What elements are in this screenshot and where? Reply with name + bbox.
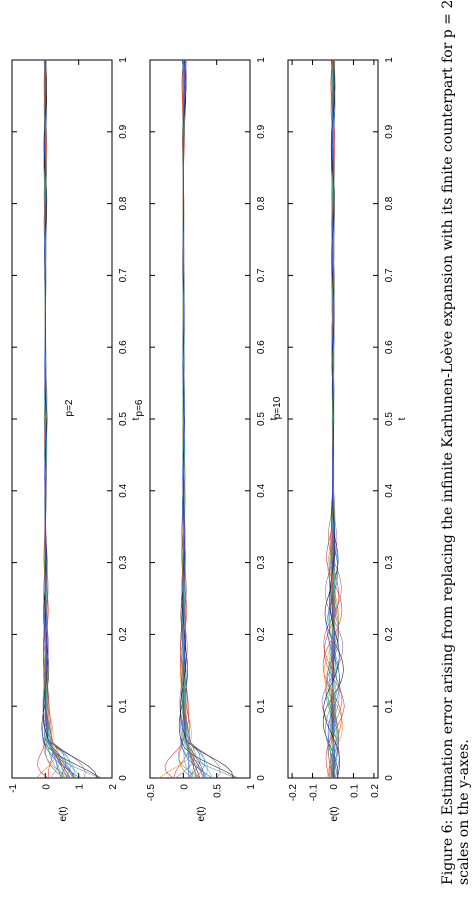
series-line bbox=[173, 59, 190, 779]
y-tick-label: 0.1 bbox=[349, 784, 360, 798]
plot-frame bbox=[11, 59, 113, 779]
series-line bbox=[44, 59, 74, 779]
y-tick-label: 1 bbox=[246, 784, 257, 790]
x-tick-label: 1 bbox=[118, 57, 129, 63]
y-axis-label: e(t) bbox=[196, 807, 207, 822]
figure-panels: 00.10.20.30.40.50.60.70.80.91210-1e(t)tp… bbox=[8, 57, 408, 822]
figure-caption: Figure 6: Estimation error arising from … bbox=[440, 0, 472, 885]
panel-title: p=10 bbox=[272, 396, 283, 419]
panel-p=6: 0 0.1 0.2 0.3 0.4 0.5 0.6 0.7 0.8 0.9 1 1 0.5 0 -0.5 e(… bbox=[134, 57, 280, 822]
x-tick-label: 0.7 bbox=[118, 268, 129, 282]
series-line bbox=[44, 60, 68, 779]
x-tick-label: 0.7 bbox=[256, 268, 267, 282]
y-tick-label: -0.2 bbox=[288, 784, 299, 802]
y-axis-label: e(t) bbox=[58, 807, 69, 822]
x-axis-label: t bbox=[131, 417, 142, 420]
y-axis-label: e(t) bbox=[329, 807, 340, 822]
y-tick-label: -0.5 bbox=[146, 784, 157, 802]
x-tick-label: 0.2 bbox=[118, 627, 129, 641]
series-line bbox=[43, 59, 72, 779]
y-tick-label: 1 bbox=[75, 784, 86, 790]
series-line bbox=[158, 59, 194, 779]
series-line bbox=[42, 59, 101, 779]
panel-title: p=2 bbox=[64, 399, 75, 416]
x-tick-label: 0.1 bbox=[118, 699, 129, 713]
x-tick-label: 0.9 bbox=[256, 124, 267, 138]
x-tick-label: 1 bbox=[256, 57, 267, 63]
x-tick-label: 0.5 bbox=[118, 412, 129, 426]
series-line bbox=[43, 59, 71, 779]
x-tick-label: 0.6 bbox=[256, 340, 267, 354]
series-line bbox=[44, 59, 65, 779]
series-line bbox=[41, 59, 102, 779]
x-tick-label: 0.5 bbox=[256, 412, 267, 426]
series-line bbox=[43, 60, 81, 779]
x-tick-label: 0.1 bbox=[384, 699, 395, 713]
y-tick-label: 2 bbox=[108, 784, 119, 790]
series-line bbox=[179, 59, 237, 779]
x-tick-label: 0.1 bbox=[256, 699, 267, 713]
x-tick-label: 0.6 bbox=[384, 340, 395, 354]
x-tick-label: 0.5 bbox=[384, 412, 395, 426]
series-line bbox=[43, 59, 61, 779]
x-tick-label: 0 bbox=[118, 775, 129, 781]
series-line bbox=[44, 59, 74, 779]
x-tick-label: 0.9 bbox=[118, 124, 129, 138]
x-axis-label: t bbox=[397, 417, 408, 420]
panel-p=2: 00.10.20.30.40.50.60.70.80.91210-1e(t)tp… bbox=[8, 57, 142, 822]
series-line bbox=[182, 60, 208, 779]
x-tick-label: 0 bbox=[256, 775, 267, 781]
series-line bbox=[328, 59, 339, 779]
x-tick-label: 1 bbox=[384, 57, 395, 63]
series-line bbox=[178, 59, 238, 779]
series-line bbox=[42, 59, 86, 779]
series-line bbox=[44, 59, 82, 779]
series-line bbox=[182, 60, 205, 779]
x-tick-label: 0.6 bbox=[118, 340, 129, 354]
series-line bbox=[329, 59, 337, 779]
x-tick-label: 0.8 bbox=[118, 196, 129, 210]
y-tick-label: 0.5 bbox=[213, 784, 224, 798]
x-tick-label: 0.4 bbox=[256, 483, 267, 497]
y-tick-label: 0 bbox=[179, 784, 190, 790]
panel-title: p=6 bbox=[134, 399, 145, 416]
x-tick-label: 0.8 bbox=[384, 196, 395, 210]
x-tick-label: 0 bbox=[384, 775, 395, 781]
series-line bbox=[179, 59, 233, 779]
x-tick-label: 0.9 bbox=[384, 124, 395, 138]
y-tick-label: -0.1 bbox=[309, 784, 320, 802]
y-tick-label: 0 bbox=[329, 784, 340, 790]
x-tick-label: 0.4 bbox=[118, 483, 129, 497]
x-tick-label: 0.8 bbox=[256, 196, 267, 210]
x-tick-label: 0.2 bbox=[256, 627, 267, 641]
y-tick-label: 0 bbox=[41, 784, 52, 790]
x-tick-label: 0.4 bbox=[384, 483, 395, 497]
y-tick-label: 0.2 bbox=[370, 784, 381, 798]
x-tick-label: 0.3 bbox=[256, 555, 267, 569]
x-tick-label: 0.7 bbox=[384, 268, 395, 282]
caption-line-2: scales on the y-axes. bbox=[456, 739, 472, 885]
x-tick-label: 0.3 bbox=[384, 555, 395, 569]
panel-p=10: 0 0.1 0.2 0.3 0.4 0.5 0.6 0.7 0.8 0.9 1 0.2 0.1 0 -0.1… bbox=[272, 57, 408, 822]
series-line bbox=[44, 60, 75, 779]
caption-line-1: Figure 6: Estimation error arising from … bbox=[440, 0, 456, 885]
series-line bbox=[44, 60, 77, 779]
y-tick-label: -1 bbox=[8, 784, 19, 793]
x-axis-label: t bbox=[269, 417, 280, 420]
series-line bbox=[330, 59, 336, 779]
series-line bbox=[44, 60, 69, 779]
x-tick-label: 0.2 bbox=[384, 627, 395, 641]
x-tick-label: 0.3 bbox=[118, 555, 129, 569]
plot-frame bbox=[149, 59, 251, 779]
series-line bbox=[42, 59, 98, 779]
